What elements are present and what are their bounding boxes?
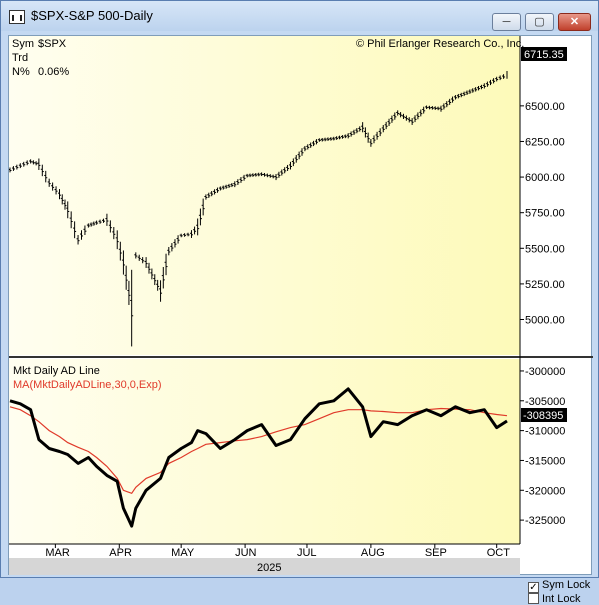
ad-tick-label: -300000 — [525, 366, 565, 378]
price-tick-label: 6500.00 — [525, 101, 565, 113]
price-last-value: 6715.35 — [524, 49, 564, 61]
ad-tick-label: -310000 — [525, 426, 565, 438]
ad-line — [9, 387, 508, 528]
ad-tick-label: -325000 — [525, 515, 565, 527]
month-label: MAY — [171, 547, 195, 559]
price-tick-label: 5000.00 — [525, 315, 565, 327]
trd-key: Trd — [12, 52, 28, 64]
price-tick-label: 6000.00 — [525, 172, 565, 184]
sym-lock-checkbox[interactable]: ✓ Sym Lock — [528, 579, 590, 593]
month-label: JUL — [297, 547, 317, 559]
minimize-button[interactable]: ─ — [492, 13, 521, 31]
copyright-text: © Phil Erlanger Research Co., Inc. — [356, 38, 524, 50]
price-y-ticks: 5000.00 5250.00 5500.00 5750.00 6000.00 6250.… — [520, 101, 565, 327]
month-label: OCT — [487, 547, 511, 559]
month-label: MAR — [45, 547, 70, 559]
price-panel-bg — [9, 36, 520, 355]
chart-app-icon — [9, 10, 25, 24]
chart-svg[interactable]: Sym $SPX Trd N% 0.06% © Phil Erlanger Re… — [9, 36, 593, 576]
ad-last-value: -308395 — [523, 410, 563, 422]
sym-lock-check-icon[interactable]: ✓ — [528, 582, 539, 593]
month-label: JUN — [235, 547, 256, 559]
ad-line-title: Mkt Daily AD Line — [13, 365, 100, 377]
price-last-bg — [521, 47, 567, 61]
ad-ma-line — [9, 406, 508, 495]
x-axis-ticks: MAR APR MAY JUN JUL AUG SEP OCT — [45, 544, 510, 559]
int-lock-label: Int Lock — [542, 593, 581, 605]
title-bar[interactable]: $SPX-S&P 500-Daily ─ ▢ ✕ — [1, 1, 598, 31]
window-title: $SPX-S&P 500-Daily — [31, 8, 153, 23]
month-label: AUG — [361, 547, 385, 559]
price-tick-label: 5750.00 — [525, 208, 565, 220]
int-lock-checkbox[interactable]: Int Lock — [528, 593, 581, 605]
int-lock-check-icon[interactable] — [528, 593, 539, 604]
ma-label: MA(MktDailyADLine,30,0,Exp) — [13, 379, 162, 391]
chart-area[interactable]: Sym $SPX Trd N% 0.06% © Phil Erlanger Re… — [8, 35, 593, 605]
price-tick-label: 5250.00 — [525, 279, 565, 291]
ad-y-ticks: -300000 -305000 -310000 -315000 -320000 -3250… — [520, 366, 565, 527]
ad-tick-label: -315000 — [525, 455, 565, 467]
ad-panel-bg — [9, 359, 520, 544]
n-pct-key: N% — [12, 66, 30, 78]
sym-lock-label: Sym Lock — [542, 579, 591, 591]
price-bars — [9, 70, 508, 347]
month-label: SEP — [425, 547, 447, 559]
n-pct-value: 0.06% — [38, 66, 69, 78]
ad-tick-label: -320000 — [525, 485, 565, 497]
sym-key: Sym — [12, 38, 34, 50]
close-button[interactable]: ✕ — [558, 13, 591, 31]
price-tick-label: 5500.00 — [525, 243, 565, 255]
year-band — [9, 558, 520, 575]
ad-tick-label: -305000 — [525, 396, 565, 408]
ad-last-bg — [521, 408, 567, 422]
year-label: 2025 — [257, 562, 281, 574]
sym-value: $SPX — [38, 38, 67, 50]
maximize-button[interactable]: ▢ — [525, 13, 554, 31]
month-label: APR — [109, 547, 132, 559]
price-tick-label: 6250.00 — [525, 136, 565, 148]
